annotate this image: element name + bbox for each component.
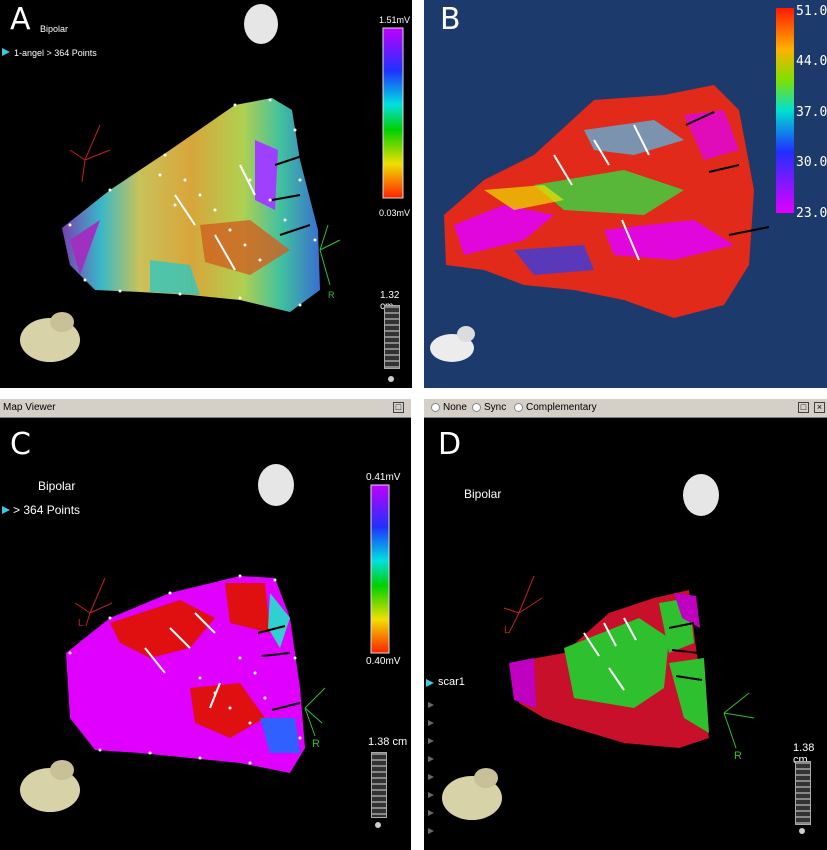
layer-slot-icon[interactable] (428, 792, 434, 798)
maximize-button[interactable]: □ (798, 402, 809, 413)
radio-none-icon[interactable] (431, 402, 440, 412)
layer-marker-icon (426, 679, 434, 687)
panel-label-c: C (10, 427, 31, 462)
ruler-handle-icon[interactable] (375, 822, 381, 828)
panel-label-d: D (438, 427, 462, 462)
colorbar-tick-51: 51.0 (796, 4, 827, 19)
colorbar-tick-23: 23.0 (796, 206, 827, 221)
option-none-label: None (443, 402, 467, 413)
close-button[interactable]: × (814, 402, 825, 413)
colorbar-tick-30: 30.0 (796, 155, 827, 170)
panel-d-toolbar: None Sync Complementary □ × (424, 399, 827, 418)
scale-label: 1.38 cm (368, 736, 408, 748)
option-complementary[interactable]: Complementary (514, 402, 597, 413)
scale-ruler[interactable] (384, 305, 400, 369)
ruler-handle-icon[interactable] (799, 828, 805, 834)
panel-c-map (20, 484, 390, 812)
layer-slot-icon[interactable] (428, 702, 434, 708)
map-viewer-titlebar[interactable]: Map Viewer □ (0, 399, 411, 418)
colorbar-min-label: 0.40mV (366, 656, 401, 667)
axis-l-label: L (78, 618, 84, 629)
colorbar-tick-44: 44.0 (796, 54, 827, 69)
points-marker-icon (2, 48, 10, 56)
colorbar-tick-37: 37.0 (796, 105, 827, 120)
panel-d-map (442, 575, 755, 820)
layer-slot-icon[interactable] (428, 738, 434, 744)
orientation-circle-icon[interactable] (683, 474, 719, 516)
map-mode-label: Bipolar (464, 487, 502, 501)
ruler-handle-icon[interactable] (388, 376, 394, 382)
radio-complementary-icon[interactable] (514, 402, 523, 412)
option-complementary-label: Complementary (526, 402, 597, 413)
panel-label-b: B (440, 2, 461, 37)
option-sync[interactable]: Sync (472, 402, 506, 413)
panel-c: C Bipolar > 364 Points 0.41mV 0.40mV L R… (0, 418, 411, 850)
scale-ruler[interactable] (795, 761, 811, 825)
maximize-button[interactable]: □ (393, 402, 404, 413)
colorbar-max-label: 1.51mV (379, 15, 411, 25)
layer-slot-icon[interactable] (428, 828, 434, 834)
window-title: Map Viewer (3, 402, 56, 413)
colorbar-min-label: 0.03mV (379, 208, 411, 218)
option-none[interactable]: None (431, 402, 467, 413)
layer-slot-icon[interactable] (428, 810, 434, 816)
panel-b: B 51.0 44.0 37.0 30.0 23.0 (424, 0, 827, 388)
axis-r-label: R (734, 750, 742, 762)
axis-l-label: L (504, 625, 510, 636)
points-label[interactable]: 1-angel > 364 Points (14, 48, 97, 58)
orientation-circle-icon[interactable] (258, 464, 294, 506)
panel-label-a: A (10, 2, 31, 37)
layer-slot-icon[interactable] (428, 774, 434, 780)
layer-label[interactable]: scar1 (438, 676, 465, 688)
panel-d: D Bipolar scar1 L R 1.38 cm (424, 418, 827, 850)
panel-b-map (430, 8, 794, 362)
points-marker-icon (2, 506, 10, 514)
axis-r-label: R (312, 738, 320, 750)
map-mode-label: Bipolar (38, 479, 76, 493)
scale-ruler[interactable] (371, 752, 387, 818)
map-mode-label: Bipolar (40, 24, 69, 34)
orientation-circle-icon[interactable] (244, 4, 278, 44)
layer-slot-icon[interactable] (428, 720, 434, 726)
panel-a-map (20, 27, 404, 362)
axis-r-label: R (328, 290, 335, 300)
option-sync-label: Sync (484, 402, 507, 413)
colorbar-max-label: 0.41mV (366, 472, 401, 483)
points-label[interactable]: > 364 Points (13, 503, 81, 517)
panel-a: A Bipolar 1-angel > 364 Points 1.51mV 0.… (0, 0, 412, 388)
radio-sync-icon[interactable] (472, 402, 481, 412)
layer-slot-icon[interactable] (428, 756, 434, 762)
